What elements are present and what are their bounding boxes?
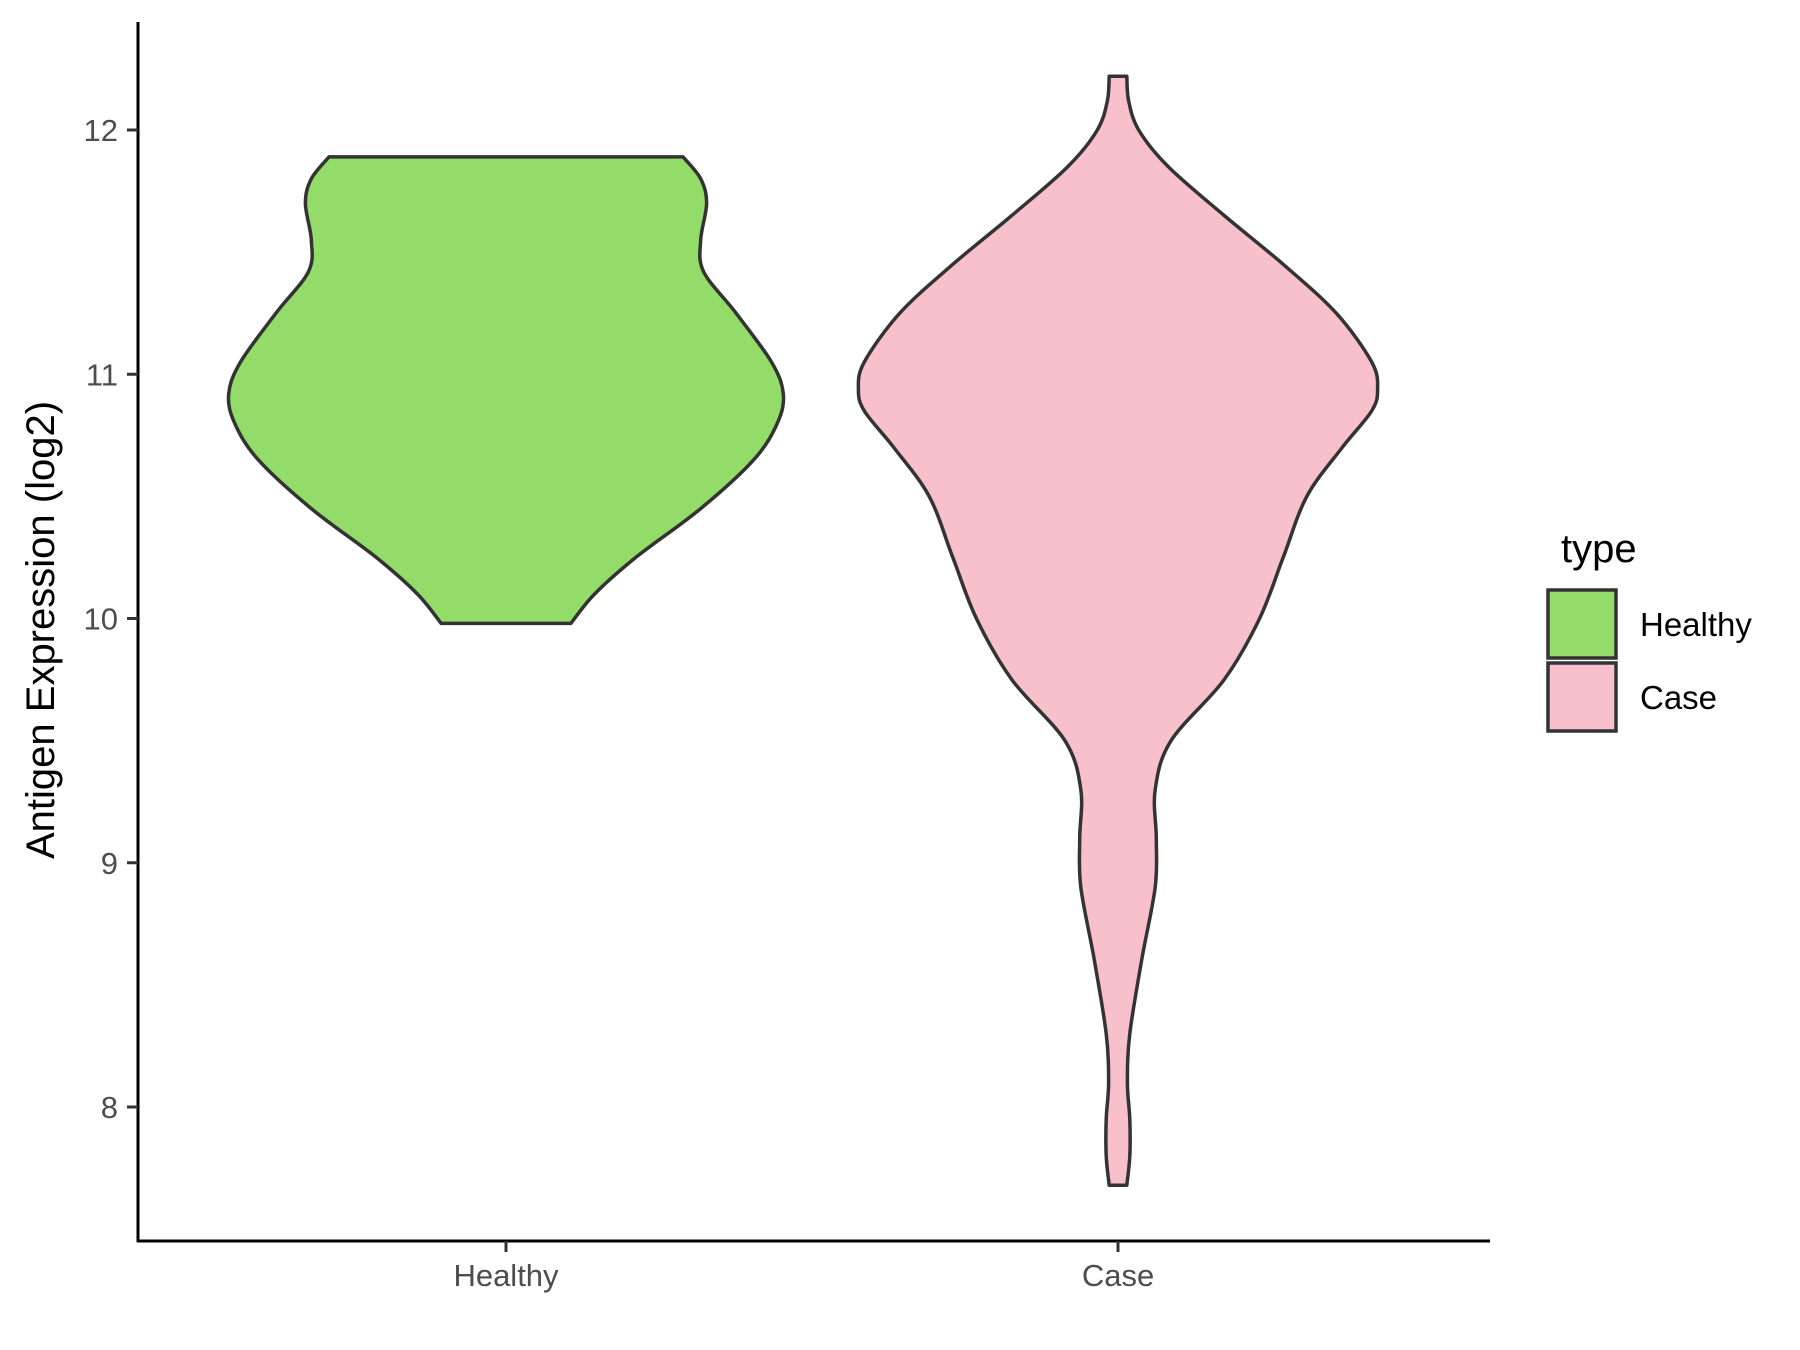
legend-key-healthy: [1546, 588, 1618, 660]
x-tick-label-healthy: Healthy: [453, 1258, 559, 1293]
plot-panel: [226, 74, 1380, 1187]
legend-title: type: [1561, 527, 1637, 571]
violin-healthy: [226, 155, 786, 626]
y-axis-title: Antigen Expression (log2): [19, 401, 63, 859]
y-tick-label: 9: [101, 846, 118, 881]
legend-label-healthy: Healthy: [1640, 606, 1752, 643]
violin-case: [856, 74, 1380, 1187]
legend-label-case: Case: [1640, 679, 1717, 716]
y-tick-label: 8: [101, 1090, 118, 1125]
x-tick-label-case: Case: [1082, 1258, 1154, 1293]
y-tick-label: 10: [84, 602, 118, 637]
legend: type Healthy Case: [1546, 527, 1752, 733]
y-tick-label: 12: [84, 113, 118, 148]
x-axis-ticks: Healthy Case: [453, 1241, 1154, 1293]
y-tick-label: 11: [86, 357, 118, 392]
legend-key-case: [1546, 661, 1618, 733]
y-axis-ticks: 8 9 10 11 12: [84, 113, 138, 1125]
